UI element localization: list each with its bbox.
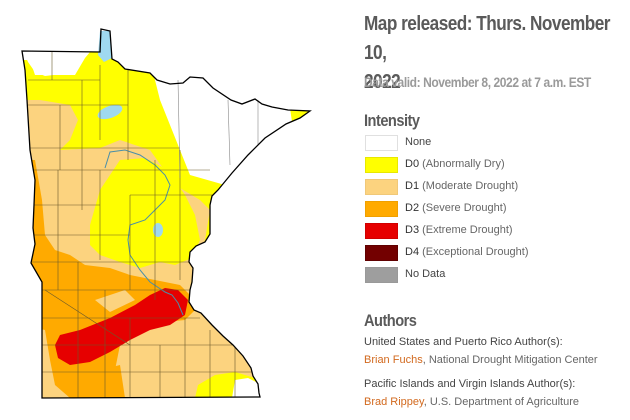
legend-code: D1 bbox=[405, 180, 420, 192]
legend-label: No Data bbox=[405, 268, 446, 280]
map-release-title: Map released: Thurs. November 10, 2022 bbox=[364, 10, 630, 97]
county-lines bbox=[28, 52, 260, 398]
lake-of-the-woods bbox=[98, 31, 112, 62]
author-link-brian-fuchs[interactable]: Brian Fuchs bbox=[364, 354, 423, 366]
release-date-line2: 2022 bbox=[364, 71, 401, 93]
legend-code: D3 bbox=[405, 224, 420, 236]
legend-item-d3: D3 (Extreme Drought) bbox=[365, 223, 625, 241]
legend-item-none: None bbox=[365, 135, 625, 153]
legend-label: (Abnormally Dry) bbox=[422, 158, 505, 170]
swatch-none bbox=[365, 135, 398, 151]
legend-label: None bbox=[405, 136, 432, 148]
swatch-d4 bbox=[365, 245, 398, 261]
minnesota-drought-map bbox=[21, 28, 312, 399]
author-org: , U.S. Department of Agriculture bbox=[423, 396, 580, 408]
legend-label: (Moderate Drought) bbox=[422, 180, 519, 192]
swatch-d1 bbox=[365, 179, 398, 195]
author-group-heading-pacific: Pacific Islands and Virgin Islands Autho… bbox=[364, 378, 576, 390]
author-line-us: Brian Fuchs, National Drought Mitigation… bbox=[364, 354, 598, 366]
swatch-d2 bbox=[365, 201, 398, 217]
author-org: , National Drought Mitigation Center bbox=[422, 354, 598, 366]
mississippi-river bbox=[104, 149, 184, 316]
legend-item-d1: D1 (Moderate Drought) bbox=[365, 179, 625, 197]
state-outline bbox=[21, 28, 312, 399]
author-line-pacific: Brad Rippey, U.S. Department of Agricult… bbox=[364, 396, 579, 408]
legend-label: (Severe Drought) bbox=[422, 202, 507, 214]
red-lake bbox=[97, 104, 123, 120]
legend-code: D0 bbox=[405, 158, 420, 170]
legend-item-d4: D4 (Exceptional Drought) bbox=[365, 245, 625, 263]
legend-code: D2 bbox=[405, 202, 420, 214]
data-valid-date: Data valid: November 8, 2022 at 7 a.m. E… bbox=[364, 74, 591, 90]
author-link-brad-rippey[interactable]: Brad Rippey bbox=[364, 396, 424, 408]
legend-item-d0: D0 (Abnormally Dry) bbox=[365, 157, 625, 175]
legend-label: (Exceptional Drought) bbox=[422, 246, 529, 258]
legend-label: (Extreme Drought) bbox=[422, 224, 513, 236]
author-group-heading-us: United States and Puerto Rico Author(s): bbox=[364, 336, 563, 348]
authors-title: Authors bbox=[364, 311, 417, 330]
legend-code: D4 bbox=[405, 246, 420, 258]
swatch-d0 bbox=[365, 157, 398, 173]
arrowhead-county-lines bbox=[177, 79, 259, 179]
legend-item-no-data: No Data bbox=[365, 267, 625, 285]
drought-map bbox=[21, 28, 312, 399]
swatch-d3 bbox=[365, 223, 398, 239]
swatch-no-data bbox=[365, 267, 398, 283]
legend-title: Intensity bbox=[364, 111, 420, 130]
release-date-line1: Map released: Thurs. November 10, bbox=[364, 13, 611, 64]
mille-lacs-lake bbox=[153, 223, 163, 237]
legend-item-d2: D2 (Severe Drought) bbox=[365, 201, 625, 219]
